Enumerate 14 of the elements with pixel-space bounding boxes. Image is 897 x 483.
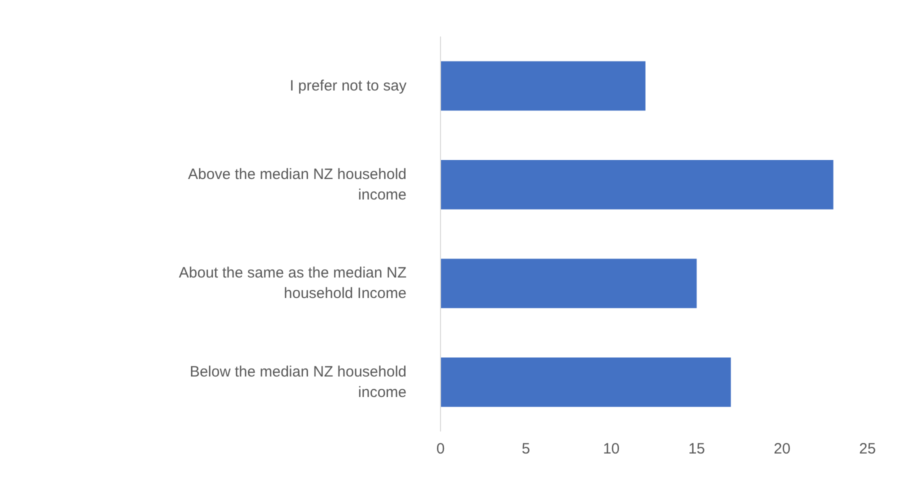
y-tick-label: About the same as the median NZ household Income: [178, 264, 407, 302]
bar: [440, 357, 731, 407]
x-tick-label: 25: [859, 440, 876, 458]
x-tick-label: 5: [522, 440, 530, 458]
bar: [440, 61, 646, 111]
bar: [440, 258, 697, 308]
x-tick-label: 15: [688, 440, 706, 458]
y-tick-label: Below the median NZ household income: [190, 363, 407, 401]
x-tick-label: 10: [602, 440, 620, 458]
x-tick-label: 20: [774, 440, 790, 458]
y-tick-label: Above the median NZ household income: [188, 166, 407, 204]
x-tick-label: 0: [436, 440, 445, 458]
bar: [440, 160, 834, 210]
y-tick-label: I prefer not to say: [290, 77, 407, 94]
